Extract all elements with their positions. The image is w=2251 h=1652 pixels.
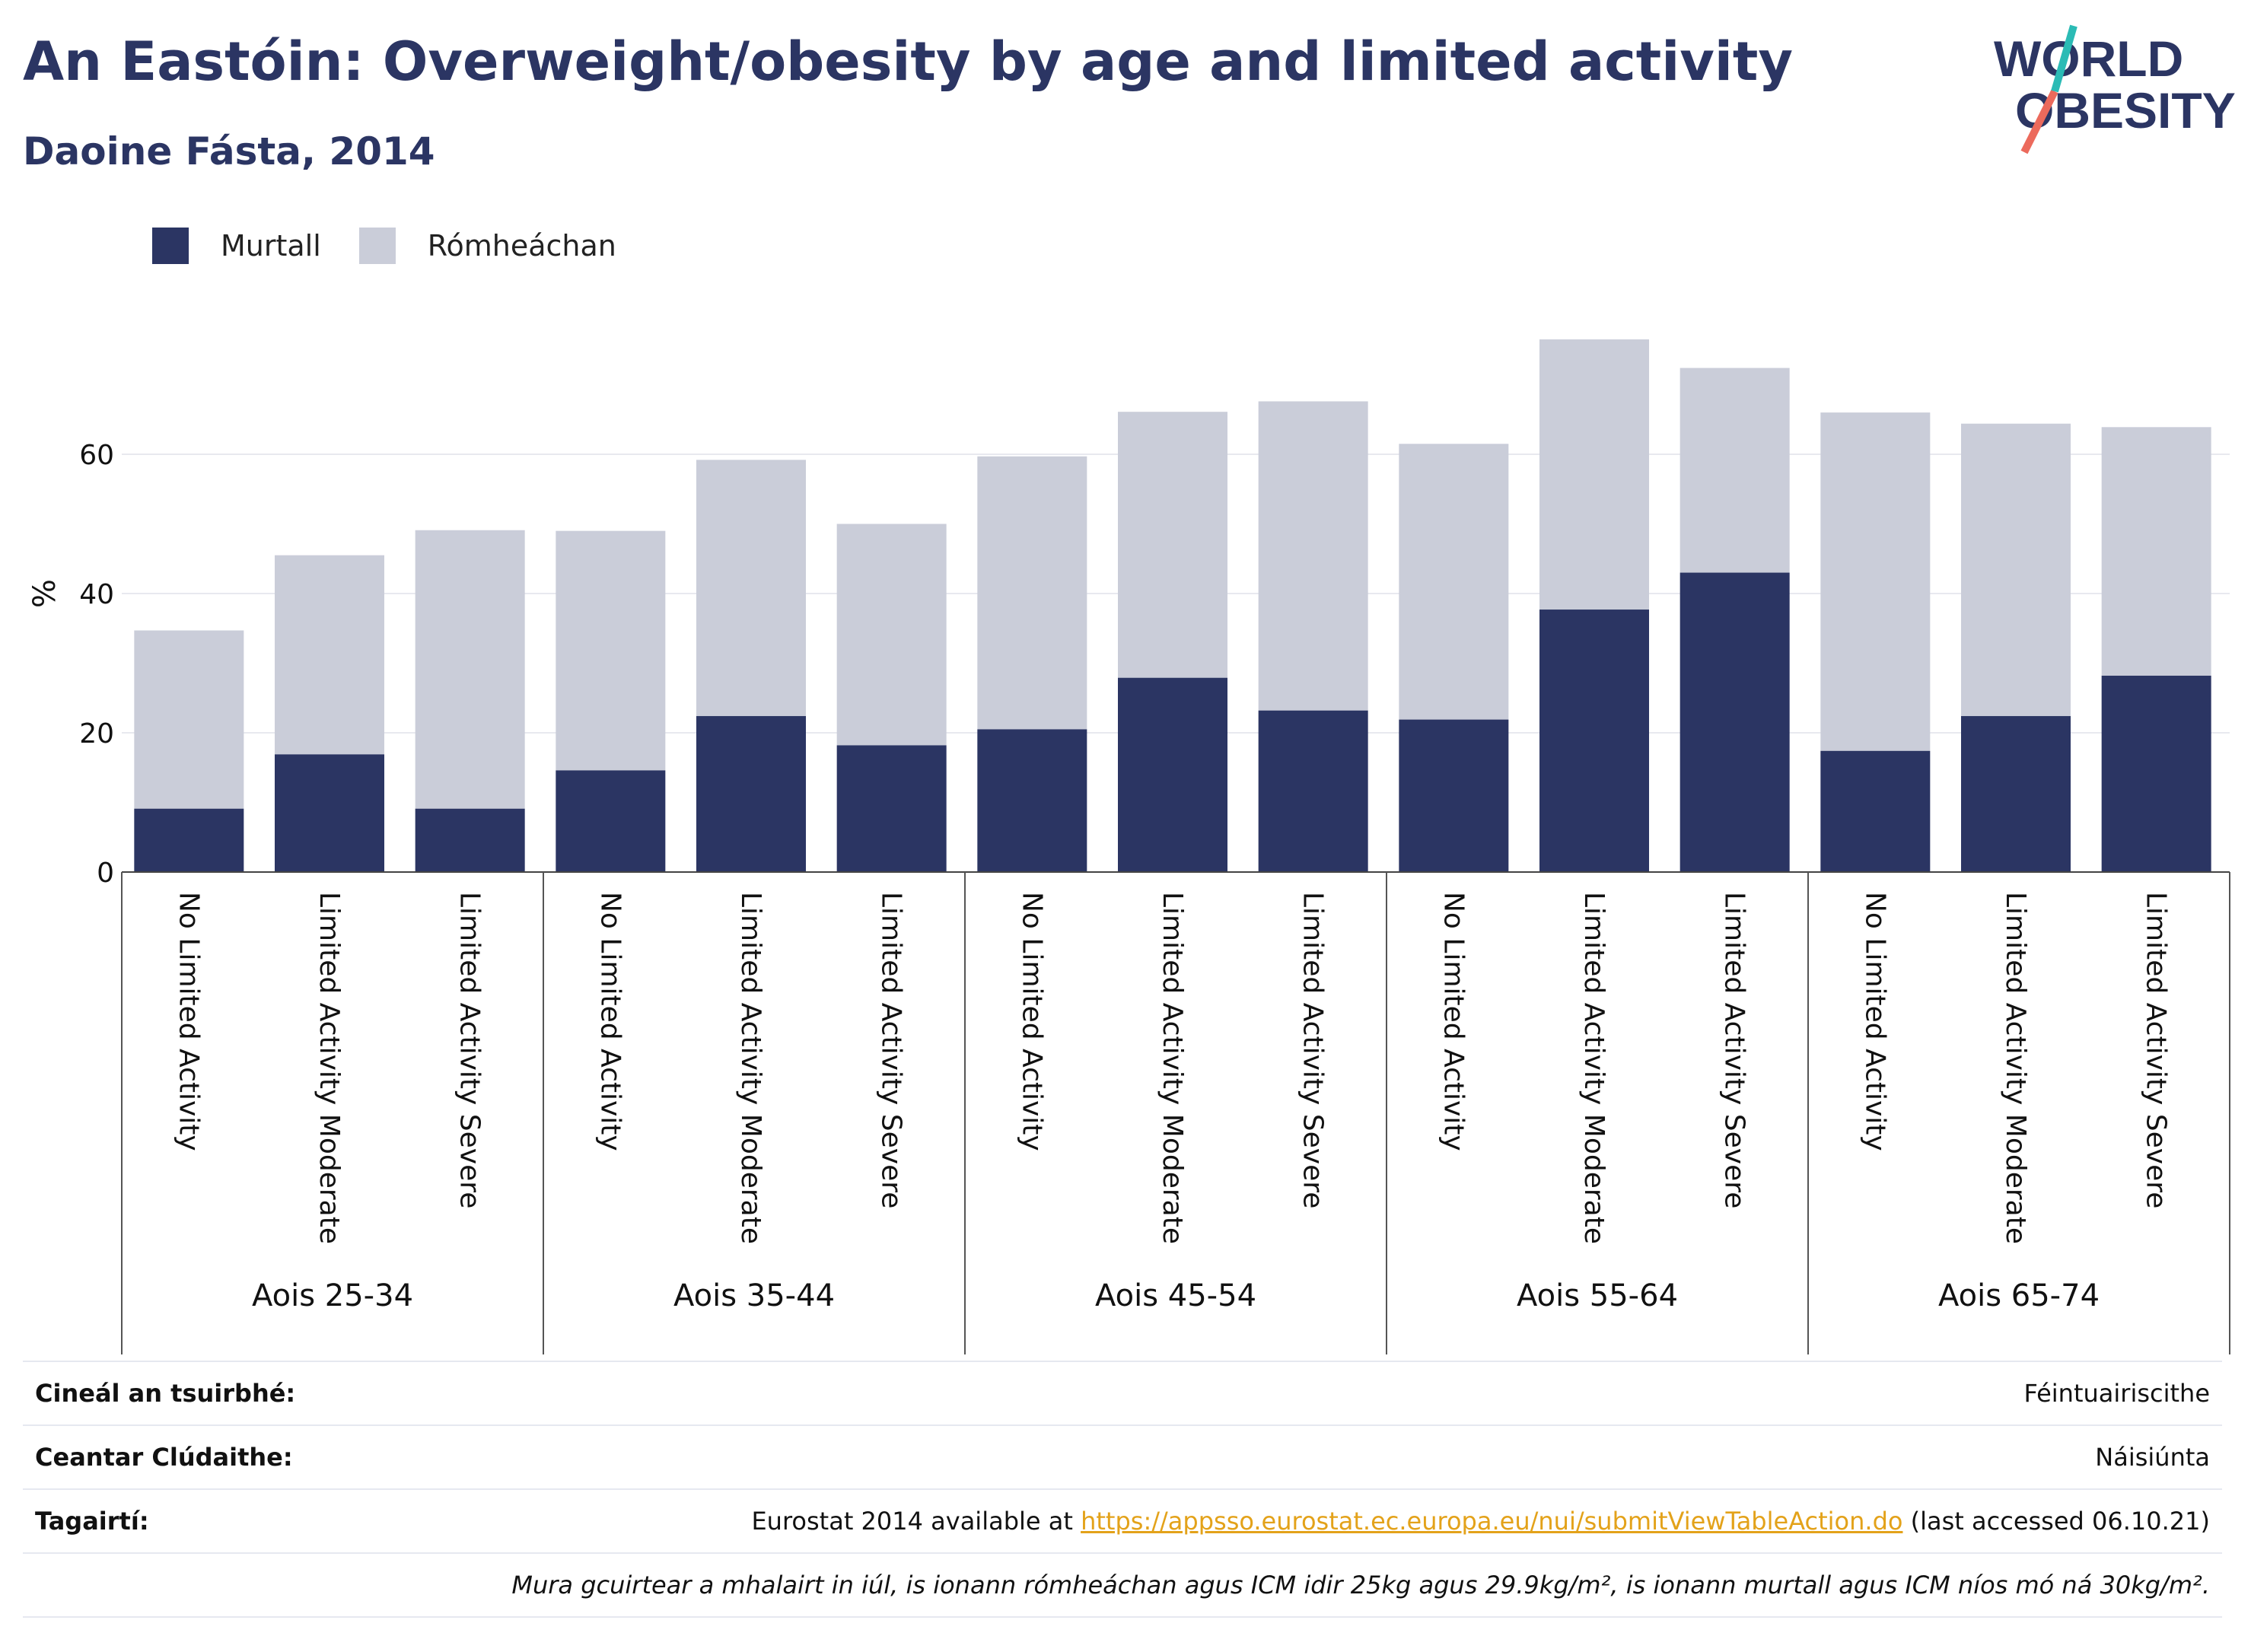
legend-swatch-overweight — [358, 228, 396, 264]
references-prefix: Eurostat 2014 available at — [751, 1507, 1081, 1536]
bar-obese — [977, 729, 1087, 872]
x-tick-label: Limited Activity Severe — [1719, 892, 1750, 1208]
y-tick-label: 0 — [97, 858, 114, 889]
area-value: Náisiúnta — [2095, 1443, 2210, 1472]
legend-item-obese: Murtall — [152, 228, 321, 264]
x-tick-label: Limited Activity Moderate — [1157, 892, 1188, 1244]
legend-label-obese: Murtall — [221, 229, 321, 263]
x-tick-label: No Limited Activity — [594, 892, 626, 1151]
bar-chart: 0 20 40 60% No Limited Activity Limited Activ… — [27, 339, 2230, 1354]
bar-obese — [2101, 675, 2211, 872]
bar-overweight — [977, 456, 1087, 730]
bar-overweight — [415, 530, 525, 809]
table-row-survey-type: Cineál an tsuirbhé: Féintuairiscithe — [23, 1361, 2222, 1424]
bar-overweight — [1961, 423, 2071, 717]
bar-obese — [1679, 572, 1790, 872]
legend: Murtall Rómheáchan — [152, 227, 654, 265]
bar-obese — [275, 754, 384, 872]
x-tick-label: No Limited Activity — [1438, 892, 1469, 1151]
table-row-note: Mura gcuirtear a mhalairt in iúl, is ion… — [23, 1552, 2222, 1618]
references-value: Eurostat 2014 available at https://appss… — [751, 1507, 2222, 1536]
bar-overweight — [1679, 368, 1790, 573]
legend-label-overweight: Rómheáchan — [427, 229, 616, 263]
bar-obese — [415, 808, 525, 872]
x-tick-label: Limited Activity Severe — [1297, 892, 1329, 1208]
x-tick-label: Limited Activity Severe — [454, 892, 486, 1208]
bar-overweight — [1399, 444, 1509, 720]
y-axis-label: % — [27, 579, 62, 608]
y-tick-label: 60 — [79, 440, 114, 471]
bar-obese — [1399, 719, 1509, 872]
bar-overweight — [275, 555, 384, 755]
x-tick-label: Limited Activity Severe — [2141, 892, 2172, 1208]
bar-obese — [1961, 716, 2071, 872]
x-tick-label: Limited Activity Moderate — [314, 892, 345, 1244]
bar-overweight — [2101, 427, 2211, 676]
bar-obese — [134, 808, 244, 872]
table-row-references: Tagairtí: Eurostat 2014 available at htt… — [23, 1488, 2222, 1552]
info-table: Cineál an tsuirbhé: Féintuairiscithe Cea… — [23, 1361, 2222, 1618]
x-tick-label: No Limited Activity — [173, 892, 204, 1151]
bar-obese — [1539, 610, 1649, 872]
bar-obese — [696, 716, 806, 872]
x-tick-label: Limited Activity Severe — [876, 892, 907, 1208]
bar-overweight — [1258, 401, 1368, 711]
chart-title: An Eastóin: Overweight/obesity by age an… — [23, 30, 1793, 93]
x-tick-label: Limited Activity Moderate — [735, 892, 766, 1244]
bar-overweight — [134, 630, 244, 809]
area-label: Ceantar Clúdaithe: — [35, 1443, 293, 1472]
bar-obese — [1820, 750, 1931, 872]
bar-overweight — [836, 524, 947, 746]
bar-overweight — [696, 460, 806, 717]
logo-slash-coral — [2020, 89, 2058, 154]
y-tick-label: 40 — [79, 579, 114, 610]
bar-overweight — [1118, 412, 1227, 678]
survey-type-value: Féintuairiscithe — [2023, 1379, 2210, 1408]
references-label: Tagairtí: — [35, 1507, 149, 1536]
group-label: Aois 65-74 — [1938, 1278, 2100, 1313]
x-tick-label: No Limited Activity — [1016, 892, 1047, 1151]
legend-swatch-obese — [152, 228, 189, 264]
references-suffix: (last accessed 06.10.21) — [1902, 1507, 2210, 1536]
bar-overweight — [556, 530, 666, 771]
x-tick-label: Limited Activity Moderate — [2000, 892, 2031, 1244]
table-row-area: Ceantar Clúdaithe: Náisiúnta — [23, 1424, 2222, 1488]
bar-obese — [1258, 710, 1368, 872]
x-tick-label: Limited Activity Moderate — [1578, 892, 1609, 1244]
bar-obese — [556, 770, 666, 872]
bar-overweight — [1539, 339, 1649, 610]
group-label: Aois 25-34 — [252, 1278, 413, 1313]
x-tick-label: No Limited Activity — [1859, 892, 1890, 1151]
group-label: Aois 35-44 — [673, 1278, 835, 1313]
definition-note: Mura gcuirtear a mhalairt in iúl, is ion… — [511, 1571, 2210, 1599]
group-label: Aois 45-54 — [1095, 1278, 1256, 1313]
bar-obese — [1118, 677, 1227, 872]
chart-subtitle: Daoine Fásta, 2014 — [23, 129, 435, 173]
bar-overweight — [1820, 412, 1931, 751]
survey-type-label: Cineál an tsuirbhé: — [35, 1379, 296, 1408]
logo-slash-teal — [2051, 24, 2077, 93]
logo-line1: WORLD — [1994, 30, 2183, 87]
references-link[interactable]: https://appsso.eurostat.ec.europa.eu/nui… — [1081, 1507, 1903, 1536]
group-label: Aois 55-64 — [1517, 1278, 1678, 1313]
world-obesity-logo: WORLD OBESITY — [1994, 24, 2236, 154]
bar-obese — [836, 745, 947, 872]
y-tick-label: 20 — [79, 718, 114, 750]
legend-item-overweight: Rómheáchan — [358, 228, 616, 264]
